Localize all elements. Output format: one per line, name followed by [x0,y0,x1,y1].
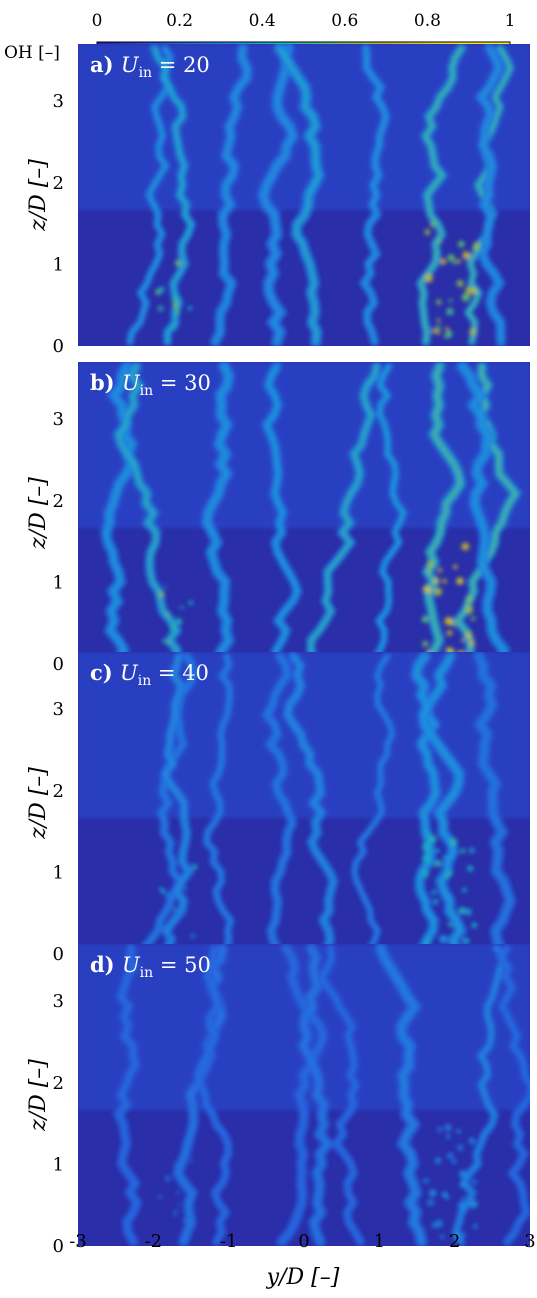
y-tick-label: 2 [53,1073,64,1094]
panel-label: c) Uin = 40 [90,660,209,689]
panel-d: d) Uin = 50 0 1 2 3 z/D [–] [26,944,530,1257]
panel-label: b) Uin = 30 [90,370,211,399]
colorbar-tick-label: 0.2 [166,11,193,31]
y-axis-label: z/D [–] [26,1059,51,1132]
colorbar-tick-label: 0.8 [414,11,441,31]
colorbar-title: OH [–] [4,43,60,63]
x-tick-label: -2 [145,1231,163,1252]
panel-label: d) Uin = 50 [90,952,211,981]
colorbar-tick-label: 0.4 [249,11,276,31]
oh-field [78,652,530,954]
oh-field [78,362,530,664]
x-tick-label: -1 [220,1231,238,1252]
y-tick-label: 0 [53,944,64,965]
y-axis-label: z/D [–] [26,159,51,232]
x-tick-label: -3 [69,1231,87,1252]
x-tick-label: 0 [298,1231,309,1252]
colorbar-tick-label: 0.6 [331,11,358,31]
x-tick-label: 3 [524,1231,535,1252]
y-axis-label: z/D [–] [26,767,51,840]
x-tick-label: 2 [449,1231,460,1252]
x-axis: -3 -2 -1 0 1 2 3 [69,1231,536,1252]
y-tick-label: 2 [53,491,64,512]
oh-field [78,944,530,1246]
y-tick-label: 3 [53,699,64,720]
y-tick-label: 1 [53,1154,64,1175]
panel-c: c) Uin = 40 0 1 2 3 z/D [–] [26,652,530,965]
y-tick-label: 3 [53,409,64,430]
panel-a: a) Uin = 20 0 1 2 3 z/D [–] [26,44,530,357]
y-tick-label: 3 [53,91,64,112]
panel-b: b) Uin = 30 0 1 2 3 z/D [–] [26,362,530,675]
colorbar-tick-label: 0 [92,11,103,31]
y-tick-label: 1 [53,254,64,275]
y-tick-label: 2 [53,781,64,802]
y-axis-label: z/D [–] [26,477,51,550]
panel-label: a) Uin = 20 [90,52,210,81]
x-tick-label: 1 [374,1231,385,1252]
oh-field [78,44,530,346]
y-tick-label: 2 [53,173,64,194]
x-axis-label: y/D [–] [266,1265,340,1290]
y-tick-label: 1 [53,572,64,593]
y-tick-label: 0 [53,336,64,357]
y-tick-label: 0 [53,1236,64,1257]
y-tick-label: 0 [53,654,64,675]
y-tick-label: 1 [53,862,64,883]
y-tick-label: 3 [53,991,64,1012]
colorbar-tick-label: 1 [505,11,516,31]
panels: a) Uin = 20 0 1 2 3 z/D [–] b) Uin = 30 0 1 2 3 z/D… [26,44,530,1257]
